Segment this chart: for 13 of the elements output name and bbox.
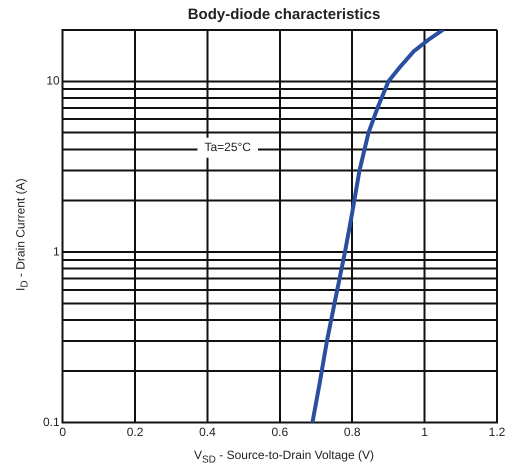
x-tick-label: 0.6 bbox=[271, 425, 289, 440]
y-tick-label: 10 bbox=[46, 74, 60, 88]
x-axis-title: V$_{SD}$ - Source-to-Drain Voltage (V) bbox=[193, 448, 375, 466]
x-tick-label: 0 bbox=[59, 425, 66, 440]
y-tick-label: 0.1 bbox=[42, 414, 60, 429]
x-tick-label: 0.2 bbox=[126, 425, 144, 440]
annotation: Ta=25°C bbox=[204, 140, 252, 154]
x-tick-label: 0.4 bbox=[199, 425, 216, 440]
x-tick-label: 1.2 bbox=[488, 425, 506, 440]
x-tick-label: 0.8 bbox=[344, 425, 361, 440]
x-tick-label: 1 bbox=[421, 425, 428, 440]
y-tick-label: 1 bbox=[52, 244, 60, 258]
chart-title: Body-diode characteristics bbox=[186, 6, 382, 23]
